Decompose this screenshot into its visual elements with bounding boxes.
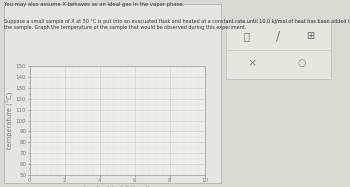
Text: ○: ○ [297,58,306,68]
Text: You may also assume X behaves as an ideal gas in the vapor phase.: You may also assume X behaves as an idea… [4,2,184,7]
Text: ⛓: ⛓ [244,31,250,42]
X-axis label: heat added (kJ/mol): heat added (kJ/mol) [84,185,150,187]
Text: ⊞: ⊞ [306,31,314,42]
Text: ×: × [247,58,257,68]
Text: /: / [276,30,280,43]
Text: Suppose a small sample of X at 50 °C is put into an evacuated flask and heated a: Suppose a small sample of X at 50 °C is … [4,19,350,30]
Y-axis label: temperature (°C): temperature (°C) [7,92,14,149]
